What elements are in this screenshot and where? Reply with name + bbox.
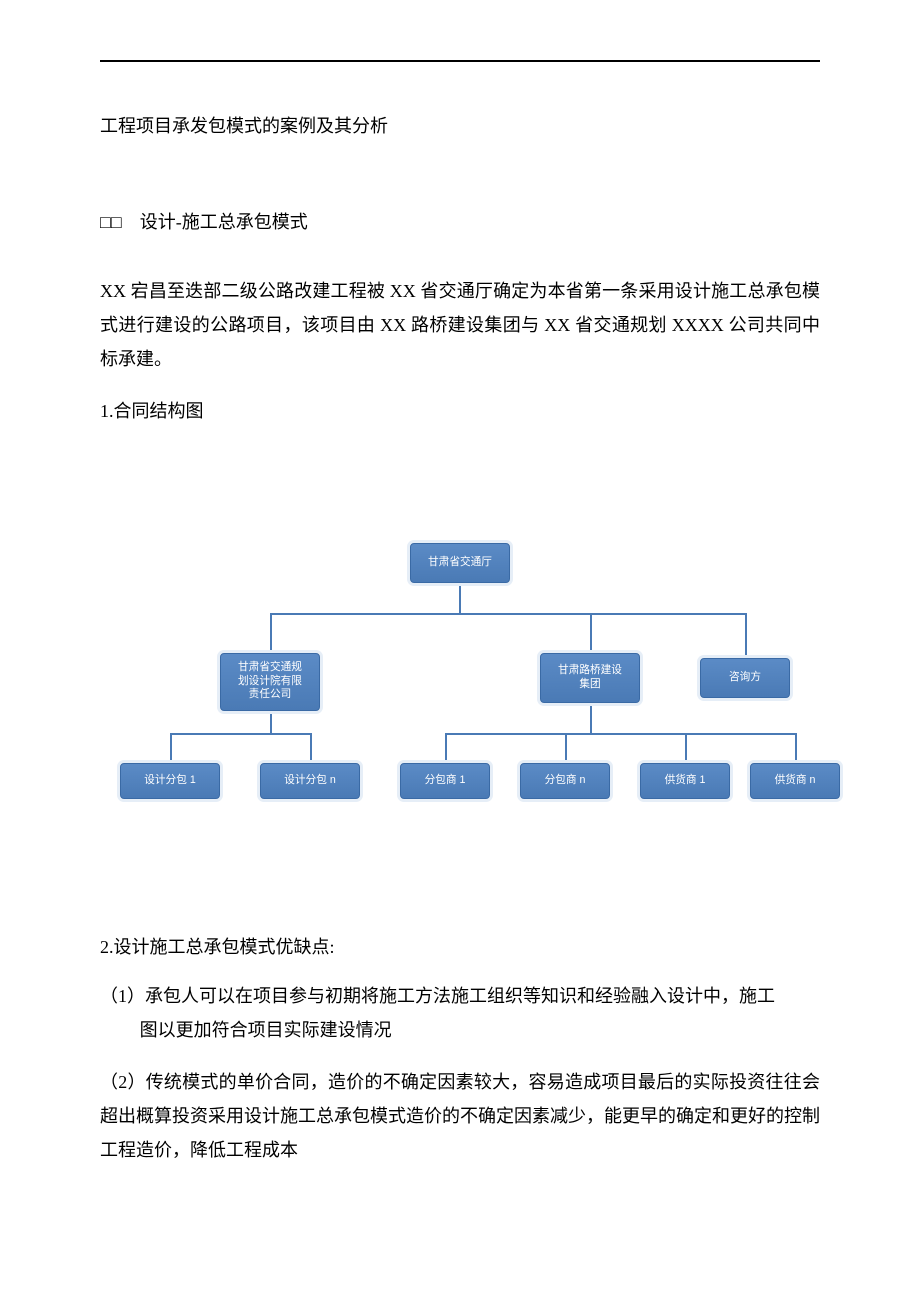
org-chart-connector	[445, 733, 447, 763]
org-chart-node-plan: 甘肃省交通规 划设计院有限 责任公司	[220, 653, 320, 711]
org-chart-node-d1: 设计分包 1	[120, 763, 220, 799]
org-chart-connector	[270, 613, 745, 615]
org-chart-node-group: 甘肃路桥建设 集团	[540, 653, 640, 703]
org-chart-connector	[170, 733, 310, 735]
document-page: 工程项目承发包模式的案例及其分析 □□ 设计-施工总承包模式 XX 宕昌至迭部二…	[0, 0, 920, 1246]
org-chart-node-root: 甘肃省交通厅	[410, 543, 510, 583]
subheading-2: 2.设计施工总承包模式优缺点:	[100, 933, 820, 959]
org-chart: 甘肃省交通厅甘肃省交通规 划设计院有限 责任公司 甘肃路桥建设 集团 咨询方设计分包…	[100, 543, 820, 853]
org-chart-container: 甘肃省交通厅甘肃省交通规 划设计院有限 责任公司 甘肃路桥建设 集团 咨询方设计分包…	[100, 543, 820, 853]
org-chart-node-sn: 分包商 n	[520, 763, 610, 799]
list-item-2: （2）传统模式的单价合同，造价的不确定因素较大，容易造成项目最后的实际投资往往会…	[100, 1065, 820, 1168]
intro-paragraph: XX 宕昌至迭部二级公路改建工程被 XX 省交通厅确定为本省第一条采用设计施工总…	[100, 274, 820, 377]
list-item-1-line1: （1）承包人可以在项目参与初期将施工方法施工组织等知识和经验融入设计中，施工	[100, 979, 820, 1013]
org-chart-node-v1: 供货商 1	[640, 763, 730, 799]
org-chart-node-dn: 设计分包 n	[260, 763, 360, 799]
org-chart-connector	[310, 733, 312, 763]
org-chart-node-vn: 供货商 n	[750, 763, 840, 799]
org-chart-connector	[795, 733, 797, 763]
org-chart-connector	[170, 733, 172, 763]
subheading-1: 1.合同结构图	[100, 397, 820, 423]
document-title: 工程项目承发包模式的案例及其分析	[100, 112, 820, 138]
org-chart-connector	[270, 613, 272, 653]
org-chart-connector	[270, 711, 272, 733]
org-chart-node-consult: 咨询方	[700, 658, 790, 698]
org-chart-connector	[565, 733, 567, 763]
org-chart-connector	[590, 613, 592, 653]
org-chart-connector	[459, 583, 461, 613]
org-chart-connector	[590, 703, 592, 733]
org-chart-connector	[445, 733, 795, 735]
org-chart-node-s1: 分包商 1	[400, 763, 490, 799]
org-chart-connector	[685, 733, 687, 763]
list-item-1: （1）承包人可以在项目参与初期将施工方法施工组织等知识和经验融入设计中，施工 图…	[100, 979, 820, 1047]
list-item-1-line2: 图以更加符合项目实际建设情况	[100, 1013, 820, 1047]
section-heading: □□ 设计-施工总承包模式	[100, 208, 820, 234]
org-chart-connector	[745, 613, 747, 658]
top-horizontal-rule	[100, 60, 820, 62]
